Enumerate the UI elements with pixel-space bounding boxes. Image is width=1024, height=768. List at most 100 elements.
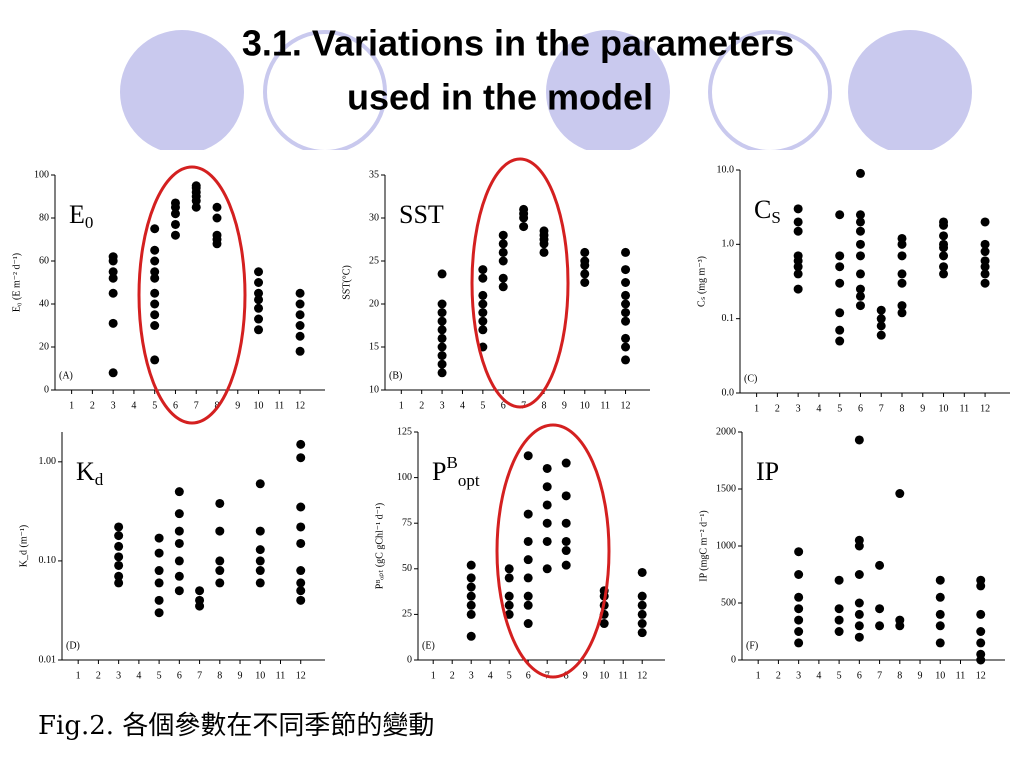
x-tick-label: 12 xyxy=(295,400,305,411)
point xyxy=(478,299,488,309)
point xyxy=(835,325,845,335)
point xyxy=(834,575,844,585)
panel-letter: (F) xyxy=(746,640,758,651)
point xyxy=(215,526,225,536)
point xyxy=(793,251,803,261)
point xyxy=(466,631,476,641)
point xyxy=(855,251,865,261)
point xyxy=(108,368,118,378)
point xyxy=(976,575,986,585)
x-tick-label: 3 xyxy=(111,400,116,411)
y-tick-label: 125 xyxy=(397,426,412,437)
x-tick-label: 4 xyxy=(131,400,136,411)
y-tick-label: 0 xyxy=(44,384,49,395)
panel-label: IP xyxy=(756,457,779,486)
point xyxy=(170,230,180,240)
point xyxy=(191,181,201,191)
panel-label: Kd xyxy=(76,457,104,489)
point xyxy=(295,310,305,320)
point xyxy=(897,251,907,261)
x-tick-label: 2 xyxy=(419,400,424,411)
y-tick-label: 60 xyxy=(39,255,49,266)
point xyxy=(498,282,508,292)
point xyxy=(793,204,803,214)
x-tick-label: 1 xyxy=(399,400,404,411)
point xyxy=(154,608,164,618)
point xyxy=(150,355,160,365)
point xyxy=(561,546,571,556)
point xyxy=(580,247,590,257)
point xyxy=(254,295,264,305)
point xyxy=(150,310,160,320)
point xyxy=(854,435,864,445)
point xyxy=(876,321,886,331)
point xyxy=(437,342,447,352)
point xyxy=(296,595,306,605)
y-tick-label: 100 xyxy=(397,472,412,483)
x-tick-label: 9 xyxy=(562,400,567,411)
x-tick-label: 8 xyxy=(897,670,902,681)
y-tick-label: 25 xyxy=(402,609,412,620)
point xyxy=(437,316,447,326)
point xyxy=(498,239,508,249)
point xyxy=(835,308,845,318)
point xyxy=(855,217,865,227)
point xyxy=(621,316,631,326)
y-tick-label: 500 xyxy=(721,597,736,608)
point xyxy=(150,299,160,309)
point xyxy=(212,202,222,212)
point xyxy=(254,267,264,277)
x-tick-label: 7 xyxy=(194,400,199,411)
label-main: C xyxy=(754,195,771,224)
y-tick-label: 30 xyxy=(369,212,379,223)
x-tick-label: 7 xyxy=(877,670,882,681)
label-main: IP xyxy=(756,457,779,486)
point xyxy=(621,290,631,300)
x-tick-label: 3 xyxy=(796,670,801,681)
point xyxy=(170,198,180,208)
point xyxy=(174,509,184,519)
point xyxy=(174,538,184,548)
point xyxy=(466,560,476,570)
y-axis-label: E₀ (E m⁻² d⁻¹) xyxy=(11,253,22,312)
x-tick-label: 9 xyxy=(583,670,588,681)
point xyxy=(215,556,225,566)
point xyxy=(174,487,184,497)
point xyxy=(875,604,885,614)
y-tick-label: 0 xyxy=(731,654,736,665)
point xyxy=(255,556,265,566)
point xyxy=(254,325,264,335)
point xyxy=(215,578,225,588)
label-sub: 0 xyxy=(85,213,94,232)
point xyxy=(296,578,306,588)
x-tick-label: 5 xyxy=(157,670,162,681)
panel-letter: (B) xyxy=(389,370,402,381)
point xyxy=(935,575,945,585)
point xyxy=(466,600,476,610)
x-tick-label: 2 xyxy=(450,670,455,681)
point xyxy=(295,346,305,356)
point xyxy=(255,578,265,588)
point xyxy=(437,351,447,361)
point xyxy=(621,342,631,352)
x-tick-label: 2 xyxy=(90,400,95,411)
point xyxy=(855,168,865,178)
point xyxy=(542,536,552,546)
point xyxy=(150,288,160,298)
caption: Fig.2. 各個參數在不同季節的變動 xyxy=(38,711,434,741)
x-tick-label: 10 xyxy=(580,400,590,411)
x-tick-label: 12 xyxy=(976,670,986,681)
y-tick-label: 1.00 xyxy=(39,456,57,467)
point xyxy=(854,598,864,608)
point xyxy=(637,567,647,577)
point xyxy=(255,479,265,489)
point xyxy=(108,267,118,277)
point xyxy=(855,226,865,236)
panel-label: SST xyxy=(399,200,444,229)
point xyxy=(939,217,949,227)
y-tick-label: 20 xyxy=(369,298,379,309)
point xyxy=(150,245,160,255)
x-tick-label: 3 xyxy=(440,400,445,411)
point xyxy=(498,256,508,266)
point xyxy=(437,299,447,309)
